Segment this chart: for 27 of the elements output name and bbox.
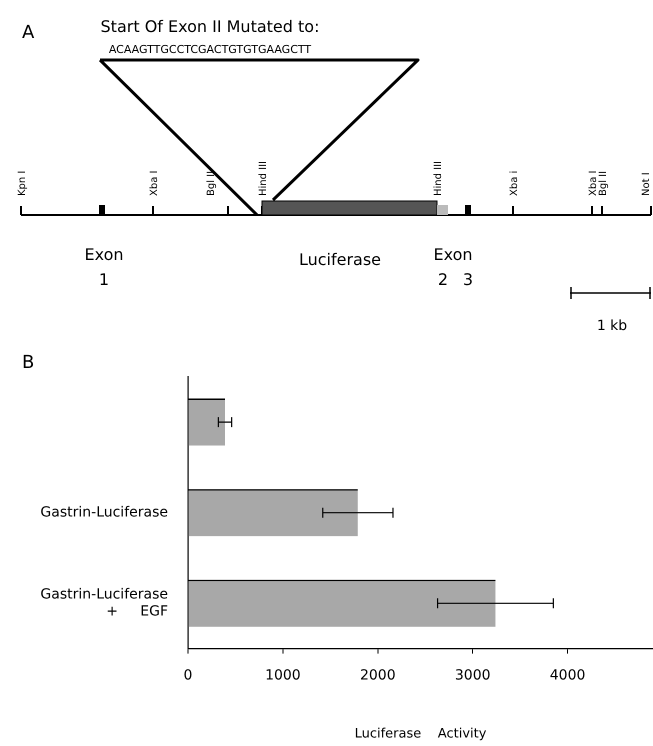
y-tick-label: Gastrin-Luciferase + EGF xyxy=(40,586,168,620)
text: 2 xyxy=(438,270,448,289)
text: Hind III xyxy=(258,160,269,196)
x-tick-label: 0 xyxy=(184,668,192,684)
text: Start Of Exon II Mutated to: xyxy=(100,17,320,36)
text: 1 kb xyxy=(596,318,628,334)
text: Exon xyxy=(84,245,124,264)
text: B xyxy=(22,352,34,373)
text: Not I xyxy=(641,172,652,196)
x-axis-title: Luciferase Activity xyxy=(354,726,487,742)
text: Xba I xyxy=(588,170,599,196)
text: Bgl II xyxy=(598,170,609,196)
text: 1 xyxy=(98,270,110,289)
text: Kpn I xyxy=(17,170,28,196)
text: Xba i xyxy=(509,170,520,196)
text: ACAAGTTGCCTCGACTGTGTGAAGCTT xyxy=(108,43,312,56)
text: 3 xyxy=(462,270,474,289)
text: A xyxy=(22,22,34,43)
x-tick-label: 2000 xyxy=(360,668,396,684)
text: Exon xyxy=(433,245,473,264)
y-tick-label: Gastrin-Luciferase xyxy=(40,504,168,520)
x-tick-label: 4000 xyxy=(550,668,586,684)
text: Luciferase xyxy=(298,250,382,269)
text: Hind III xyxy=(433,160,444,196)
x-tick-label: 1000 xyxy=(265,668,301,684)
x-tick-label: 3000 xyxy=(454,668,491,684)
text: Xba I xyxy=(149,170,160,196)
